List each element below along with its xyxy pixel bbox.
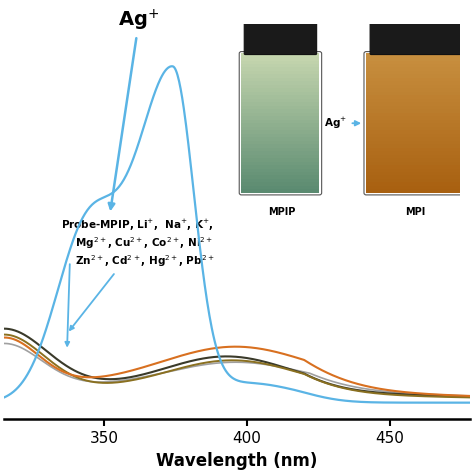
Bar [241,122,319,127]
Bar [366,84,466,89]
Bar [366,146,466,151]
Bar [241,157,319,162]
Bar [241,150,319,155]
Bar [241,115,319,120]
X-axis label: Wavelength (nm): Wavelength (nm) [156,452,318,470]
Bar [366,126,466,130]
Bar [241,60,319,64]
Bar [241,109,319,113]
Bar [366,167,466,172]
Bar [366,161,466,165]
Bar [366,182,466,186]
Bar [241,91,319,95]
Bar [366,60,466,64]
Bar [241,112,319,116]
Bar [366,157,466,162]
Bar [366,185,466,190]
Bar [241,56,319,61]
Bar [241,77,319,82]
Bar [366,112,466,116]
Bar [366,91,466,95]
Bar [366,98,466,102]
Text: Ag$^{+}$: Ag$^{+}$ [109,7,160,209]
Bar [366,189,466,193]
Bar [366,164,466,169]
Bar [366,81,466,85]
Text: Ag$^{+}$: Ag$^{+}$ [324,116,359,131]
Bar [241,129,319,134]
Bar [241,98,319,102]
Bar [366,101,466,106]
Bar [366,129,466,134]
Text: Probe-MPIP, Li$^{+}$,  Na$^{+}$, K$^{+}$,
    Mg$^{2+}$, Cu$^{2+}$, Co$^{2+}$, N: Probe-MPIP, Li$^{+}$, Na$^{+}$, K$^{+}$,… [61,218,215,330]
Bar [366,73,466,78]
Bar [366,70,466,74]
Bar [366,77,466,82]
Text: MPI: MPI [405,207,425,217]
Bar [241,84,319,89]
Bar [241,66,319,71]
Text: MPIP: MPIP [268,207,295,217]
Bar [241,105,319,109]
Bar [241,178,319,182]
Bar [241,136,319,141]
Bar [366,53,466,57]
Bar [241,70,319,74]
Bar [366,133,466,137]
Bar [366,94,466,99]
FancyBboxPatch shape [244,22,317,55]
Bar [241,73,319,78]
Bar [241,154,319,158]
Bar [241,53,319,57]
Bar [241,143,319,147]
Bar [241,63,319,67]
Bar [366,87,466,92]
Bar [241,94,319,99]
Bar [241,146,319,151]
Bar [366,122,466,127]
Bar [241,140,319,144]
Bar [241,189,319,193]
Bar [241,101,319,106]
Bar [366,63,466,67]
Bar [366,105,466,109]
Bar [366,140,466,144]
Bar [241,119,319,123]
Bar [241,167,319,172]
Bar [366,171,466,175]
Bar [366,66,466,71]
Bar [241,81,319,85]
Bar [366,154,466,158]
Bar [366,174,466,179]
Bar [366,150,466,155]
Bar [241,171,319,175]
Bar [366,56,466,61]
Bar [366,109,466,113]
Bar [366,178,466,182]
Bar [241,185,319,190]
Bar [241,87,319,92]
FancyBboxPatch shape [370,22,463,55]
Bar [241,126,319,130]
Bar [241,174,319,179]
Bar [366,143,466,147]
Bar [366,119,466,123]
Bar [366,115,466,120]
Bar [241,161,319,165]
Bar [241,164,319,169]
Bar [241,182,319,186]
Bar [366,136,466,141]
Bar [241,133,319,137]
